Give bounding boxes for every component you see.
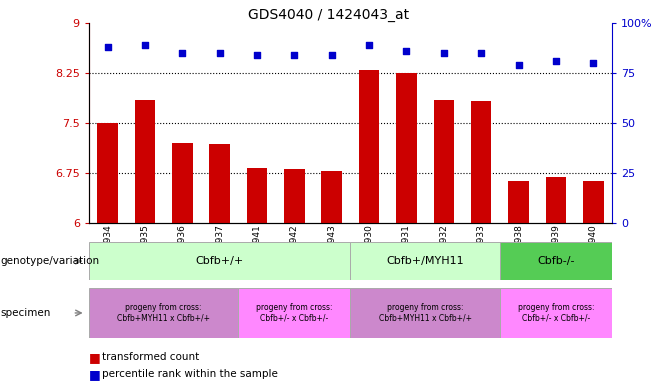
Text: percentile rank within the sample: percentile rank within the sample [102, 369, 278, 379]
Point [513, 62, 524, 68]
Text: Cbfb-/-: Cbfb-/- [537, 256, 574, 266]
Bar [396, 73, 417, 223]
Point [252, 52, 263, 58]
Point [476, 50, 486, 56]
Bar [321, 171, 342, 223]
Bar [238, 288, 350, 338]
Bar [172, 143, 193, 223]
Bar [350, 288, 500, 338]
Bar [97, 123, 118, 223]
Text: progeny from cross:
Cbfb+MYH11 x Cbfb+/+: progeny from cross: Cbfb+MYH11 x Cbfb+/+ [117, 303, 210, 323]
Text: progeny from cross:
Cbfb+MYH11 x Cbfb+/+: progeny from cross: Cbfb+MYH11 x Cbfb+/+ [378, 303, 472, 323]
Text: GDS4040 / 1424043_at: GDS4040 / 1424043_at [249, 8, 409, 22]
Bar [247, 168, 267, 223]
Bar [89, 242, 350, 280]
Bar [359, 70, 380, 223]
Text: specimen: specimen [1, 308, 51, 318]
Text: genotype/variation: genotype/variation [1, 256, 100, 266]
Point [551, 58, 561, 64]
Text: progeny from cross:
Cbfb+/- x Cbfb+/-: progeny from cross: Cbfb+/- x Cbfb+/- [518, 303, 594, 323]
Text: ■: ■ [89, 368, 101, 381]
Point [139, 42, 150, 48]
Point [326, 52, 337, 58]
Text: progeny from cross:
Cbfb+/- x Cbfb+/-: progeny from cross: Cbfb+/- x Cbfb+/- [256, 303, 332, 323]
Bar [209, 144, 230, 223]
Bar [471, 101, 492, 223]
Bar [135, 99, 155, 223]
Bar [500, 242, 612, 280]
Point [102, 44, 113, 50]
Point [177, 50, 188, 56]
Point [438, 50, 449, 56]
Bar [545, 177, 566, 223]
Point [215, 50, 225, 56]
Bar [350, 242, 500, 280]
Point [588, 60, 599, 66]
Point [364, 42, 374, 48]
Point [289, 52, 299, 58]
Bar [500, 288, 612, 338]
Bar [434, 99, 454, 223]
Text: ■: ■ [89, 351, 101, 364]
Bar [284, 169, 305, 223]
Text: transformed count: transformed count [102, 352, 199, 362]
Bar [583, 181, 603, 223]
Bar [508, 181, 529, 223]
Point [401, 48, 412, 54]
Text: Cbfb+/+: Cbfb+/+ [195, 256, 243, 266]
Bar [89, 288, 238, 338]
Text: Cbfb+/MYH11: Cbfb+/MYH11 [386, 256, 464, 266]
